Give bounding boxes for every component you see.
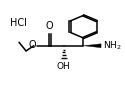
Text: HCl: HCl [10, 18, 27, 28]
Text: NH$_2$: NH$_2$ [103, 40, 122, 52]
Polygon shape [84, 44, 101, 48]
Text: OH: OH [57, 62, 71, 71]
Text: O: O [46, 21, 54, 31]
Text: O: O [28, 40, 36, 50]
